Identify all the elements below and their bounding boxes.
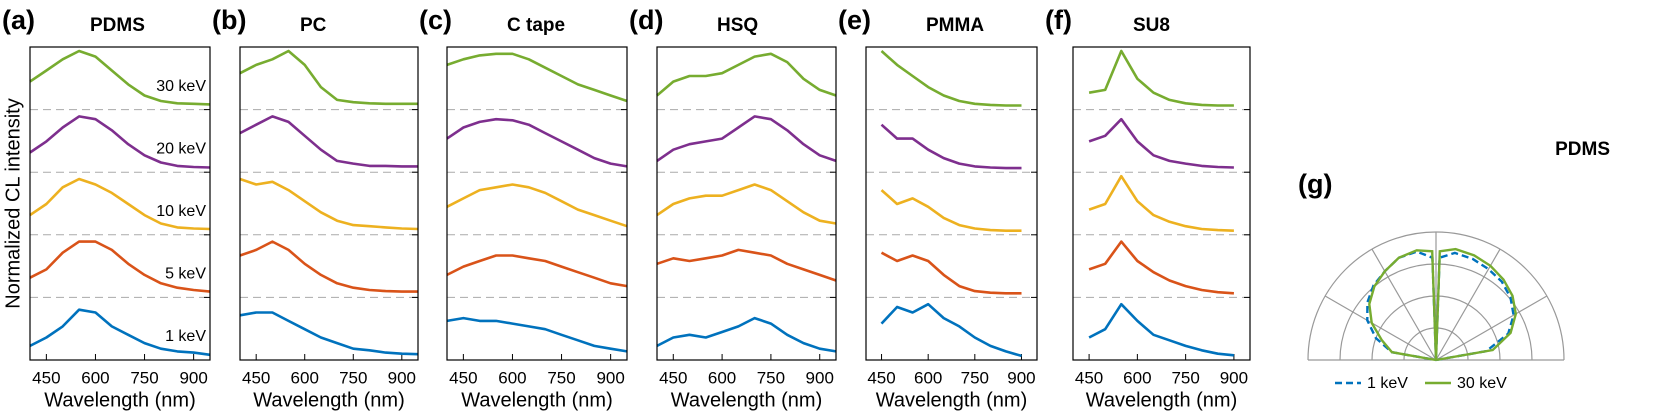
x-tick-label: 900 [1007,368,1035,387]
x-tick-label: 600 [1123,368,1151,387]
legend-label: 30 keV [1457,375,1507,392]
spectrum-line [656,183,837,225]
spectrum-line [239,240,418,293]
x-axis-label: Wavelength (nm) [876,389,1028,411]
x-tick-label: 600 [914,368,942,387]
spectrum-line [29,177,211,231]
spectrum-line [29,308,211,357]
x-axis-label: Wavelength (nm) [671,389,823,411]
x-tick-label: 600 [291,368,319,387]
panel-title: PDMS [1555,139,1610,160]
legend-label: 1 keV [1367,375,1408,392]
spectrum-line [656,248,837,282]
panel-label: (a) [2,5,35,35]
panel-title: C tape [507,15,565,36]
x-tick-label: 750 [547,368,575,387]
x-tick-label: 450 [449,368,477,387]
spectrum-line [446,52,628,103]
spectrum-line [1088,240,1234,295]
spectrum-line [880,302,1022,358]
panel-title: SU8 [1133,15,1170,36]
x-tick-label: 750 [339,368,367,387]
spectrum-line [29,49,211,106]
spectrum-line [239,115,418,168]
x-tick-label: 900 [179,368,207,387]
x-tick-label: 900 [388,368,416,387]
x-tick-label: 900 [596,368,624,387]
spectrum-line [656,52,837,97]
x-tick-label: 900 [806,368,834,387]
spectrum-line [239,49,418,106]
panel-title: HSQ [717,15,758,36]
x-tick-label: 600 [498,368,526,387]
grid-spoke [1324,295,1437,361]
series-label: 1 keV [165,328,206,345]
x-tick-label: 450 [32,368,60,387]
plot-frame [446,46,628,361]
spectrum-line [29,115,211,169]
grid-spoke [1435,248,1501,361]
panel-label: (f) [1045,5,1072,35]
spectrum-line [1088,174,1234,232]
panel-label: (d) [629,5,663,35]
plot-frame [656,46,837,361]
spectrum-line [1088,302,1235,357]
plot-frame [29,46,211,361]
grid-spoke [1435,295,1548,361]
spectrum-line [446,117,628,168]
panel-title: PDMS [90,15,145,36]
spectrum-line [656,316,837,353]
series-label: 10 keV [156,203,206,220]
spectrum-line [880,123,1022,170]
x-axis-label: Wavelength (nm) [1086,389,1238,411]
series-label: 5 keV [165,266,206,283]
x-axis-label: Wavelength (nm) [44,389,196,411]
series-label: 30 keV [156,78,206,95]
panel-title: PMMA [926,15,984,36]
x-tick-label: 900 [1220,368,1248,387]
spectrum-line [446,183,628,228]
x-tick-label: 450 [867,368,895,387]
grid-spoke [1371,248,1437,361]
x-tick-label: 750 [961,368,989,387]
spectrum-line [880,50,1022,107]
spectrum-line [656,115,837,163]
spectrum-line [446,316,628,353]
polar-line [1368,247,1518,362]
x-tick-label: 600 [708,368,736,387]
plot-frame [865,46,1038,361]
x-tick-label: 600 [81,368,109,387]
spectrum-line [1088,117,1234,169]
spectrum-line [239,311,419,356]
x-tick-label: 450 [242,368,270,387]
x-tick-label: 750 [1171,368,1199,387]
series-label: 20 keV [156,140,206,157]
spectrum-line [1088,49,1234,107]
panel-title: PC [300,15,327,36]
panel-label: (c) [419,5,452,35]
spectrum-line [29,240,211,293]
spectrum-line [239,177,419,231]
spectrum-line [446,254,628,288]
x-tick-label: 450 [659,368,687,387]
spectrum-line [880,189,1022,232]
x-axis-label: Wavelength (nm) [253,389,405,411]
panel-label: (b) [212,5,246,35]
x-axis-label: Wavelength (nm) [461,389,613,411]
panel-label: (e) [838,5,871,35]
panel-label: (g) [1298,169,1332,199]
x-tick-label: 750 [757,368,785,387]
x-tick-label: 750 [130,368,158,387]
spectrum-line [880,251,1022,295]
y-axis-label: Normalized CL intensity [2,98,24,308]
plot-frame [239,46,419,361]
x-tick-label: 450 [1075,368,1103,387]
plot-frame [1072,46,1251,361]
